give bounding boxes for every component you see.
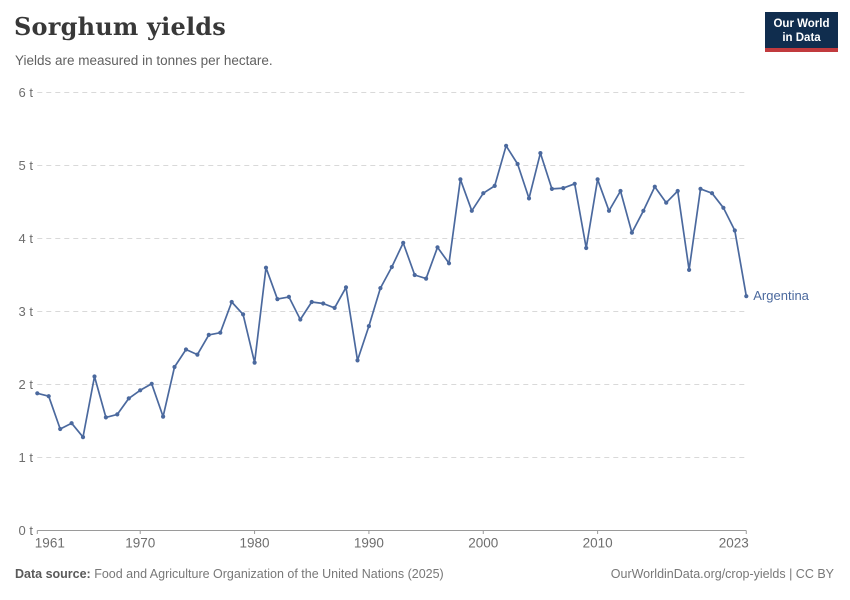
entity-label[interactable]: Argentina — [753, 288, 809, 304]
y-axis-label: 2 t — [19, 377, 34, 392]
data-point[interactable] — [572, 181, 577, 186]
x-axis-label: 2010 — [583, 536, 613, 551]
data-point[interactable] — [481, 191, 486, 196]
data-point[interactable] — [206, 332, 211, 337]
data-point[interactable] — [161, 414, 166, 419]
data-point[interactable] — [732, 228, 737, 233]
data-point[interactable] — [504, 143, 509, 148]
data-point[interactable] — [629, 230, 635, 235]
data-point[interactable] — [584, 245, 589, 251]
data-point[interactable] — [126, 396, 131, 401]
data-point[interactable] — [321, 301, 326, 306]
data-point[interactable] — [652, 184, 657, 189]
data-source-note: Data source: Food and Agriculture Organi… — [15, 567, 444, 581]
x-axis-label: 2000 — [468, 536, 498, 551]
data-point[interactable] — [709, 191, 715, 196]
data-point[interactable] — [698, 186, 703, 191]
data-point[interactable] — [80, 435, 86, 440]
page-title: Sorghum yields — [14, 12, 226, 41]
data-point[interactable] — [538, 151, 543, 156]
chart-footer: Data source: Food and Agriculture Organi… — [15, 567, 834, 581]
y-axis-label: 6 t — [19, 85, 34, 100]
data-point[interactable] — [183, 347, 189, 352]
data-point[interactable] — [35, 391, 40, 396]
data-point[interactable] — [195, 352, 200, 357]
data-point[interactable] — [115, 412, 120, 417]
data-point[interactable] — [664, 200, 669, 205]
data-point[interactable] — [298, 317, 303, 322]
data-point[interactable] — [69, 421, 74, 426]
owid-logo-line1: Our World — [773, 18, 830, 30]
x-axis-label: 1980 — [240, 536, 270, 551]
data-point[interactable] — [241, 312, 246, 317]
data-point[interactable] — [252, 360, 257, 365]
data-point[interactable] — [149, 381, 154, 386]
y-axis-label: 3 t — [19, 304, 34, 319]
data-point[interactable] — [469, 208, 474, 213]
series-line[interactable] — [36, 144, 748, 438]
x-axis-label: 1961 — [35, 536, 65, 551]
data-point[interactable] — [492, 183, 497, 188]
y-axis-label: 4 t — [19, 231, 34, 246]
data-point[interactable] — [355, 358, 360, 363]
data-point[interactable] — [103, 415, 108, 420]
x-axis-label: 2023 — [719, 536, 749, 551]
data-point[interactable] — [332, 305, 337, 310]
data-point[interactable] — [549, 186, 555, 191]
data-point[interactable] — [446, 261, 452, 266]
data-point[interactable] — [424, 276, 429, 281]
data-point[interactable] — [526, 196, 532, 201]
data-point[interactable] — [366, 324, 371, 329]
data-point[interactable] — [138, 388, 143, 393]
data-point[interactable] — [641, 208, 646, 213]
owid-logo-line2: in Data — [782, 32, 821, 45]
data-point[interactable] — [618, 188, 623, 194]
data-point[interactable] — [515, 161, 520, 167]
data-point[interactable] — [286, 294, 291, 299]
data-point[interactable] — [401, 240, 406, 245]
data-point[interactable] — [687, 267, 692, 272]
data-point[interactable] — [343, 285, 349, 290]
data-source-text: Food and Agriculture Organization of the… — [90, 567, 444, 581]
data-point[interactable] — [675, 188, 680, 194]
data-point[interactable] — [309, 299, 314, 305]
data-point[interactable] — [561, 186, 566, 191]
data-point[interactable] — [595, 177, 600, 182]
data-point[interactable] — [218, 330, 223, 335]
data-point[interactable] — [263, 265, 269, 270]
data-point[interactable] — [412, 272, 417, 278]
data-source-label: Data source: — [15, 567, 91, 581]
data-point[interactable] — [606, 208, 612, 213]
data-point[interactable] — [92, 374, 97, 379]
citation-link[interactable]: OurWorldinData.org/crop-yields | CC BY — [610, 567, 834, 581]
x-axis-label: 1990 — [354, 536, 384, 551]
owid-logo[interactable]: Our World in Data — [765, 12, 838, 53]
y-axis-label: 5 t — [19, 158, 34, 173]
x-axis-label: 1970 — [125, 536, 155, 551]
chart-subtitle: Yields are measured in tonnes per hectar… — [15, 53, 273, 68]
data-point[interactable] — [229, 299, 234, 305]
data-point[interactable] — [389, 264, 394, 270]
y-axis-label: 1 t — [19, 450, 34, 465]
data-point[interactable] — [46, 394, 51, 399]
data-point[interactable] — [378, 286, 383, 291]
data-point[interactable] — [721, 205, 726, 210]
data-point[interactable] — [744, 294, 749, 299]
data-point[interactable] — [275, 297, 280, 302]
data-point[interactable] — [458, 177, 463, 182]
data-point[interactable] — [58, 426, 63, 432]
data-point[interactable] — [435, 245, 440, 250]
data-point[interactable] — [172, 364, 177, 370]
y-axis-label: 0 t — [19, 523, 34, 538]
